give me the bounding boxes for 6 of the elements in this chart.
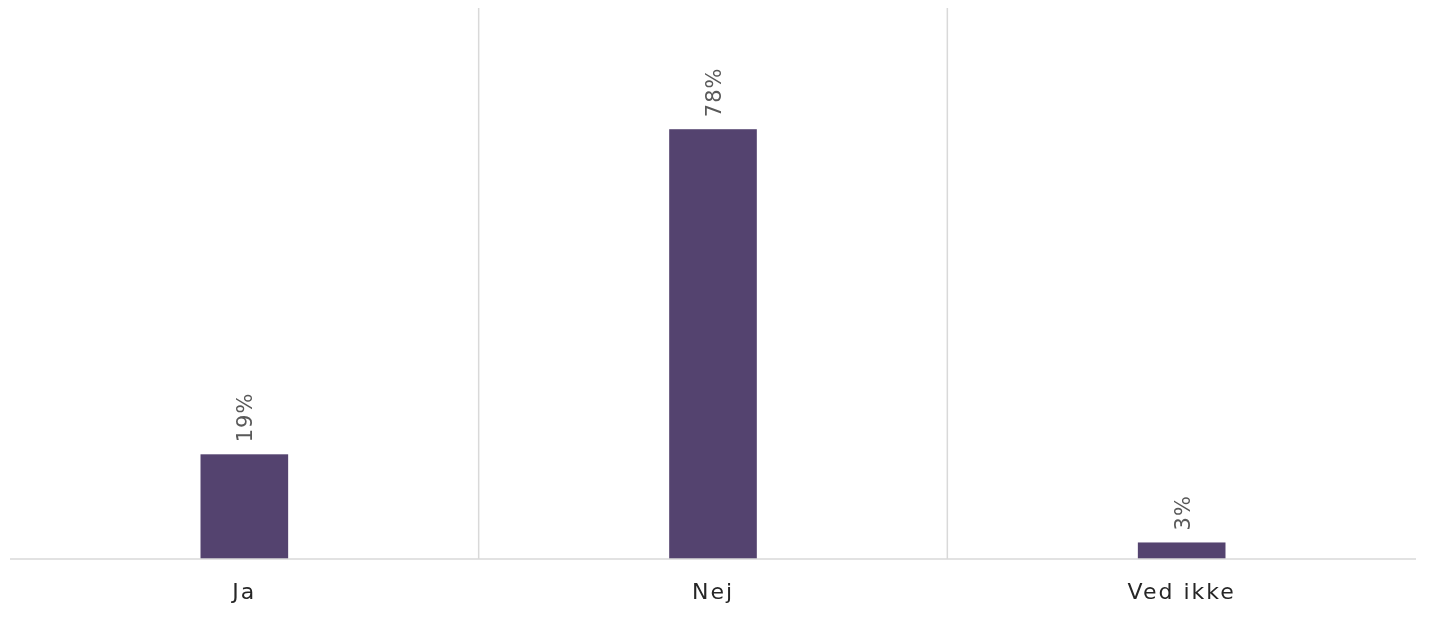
x-tick-label: Ved ikke [1127,579,1236,604]
x-tick-label: Nej [691,579,735,604]
x-tick-label: Ja [230,579,257,604]
data-label: 3% [1170,495,1195,531]
data-label: 78% [702,67,726,118]
data-label: 19% [233,392,258,443]
